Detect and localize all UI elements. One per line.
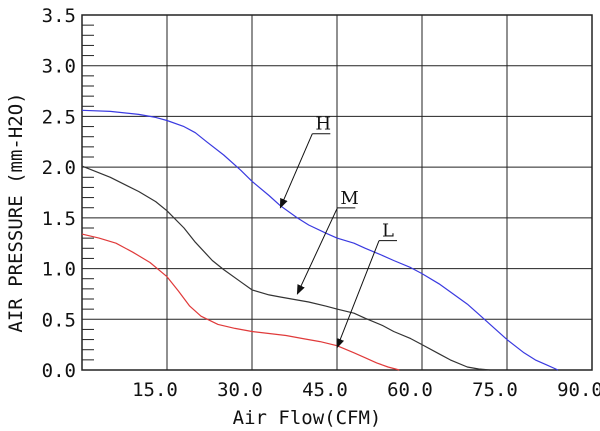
callout-label: M [340, 188, 358, 209]
callout-H: H [279, 114, 331, 209]
x-tick-label: 60.0 [387, 379, 433, 401]
y-tick-label: 3.0 [42, 56, 76, 78]
y-tick-label: 2.5 [42, 106, 76, 128]
x-tick-label: 15.0 [132, 379, 178, 401]
callout-leader [336, 240, 380, 349]
grid [82, 15, 592, 370]
series-layer [81, 109, 559, 371]
y-tick-label: 3.5 [42, 5, 76, 27]
minor-ticks [82, 24, 94, 361]
callout-label: L [382, 221, 394, 242]
y-tick-label: 0.0 [42, 360, 76, 382]
callout-leader [279, 133, 313, 209]
x-tick-label: 30.0 [217, 379, 263, 401]
series-line-L [81, 233, 400, 371]
y-tick-labels: 0.0 0.5 1.0 1.5 2.0 2.5 3.0 3.5 [42, 5, 76, 382]
x-tick-label: 75.0 [472, 379, 518, 401]
x-tick-labels: 15.0 30.0 45.0 60.0 75.0 90.0 [132, 379, 600, 401]
callout-M: M [296, 188, 359, 295]
callout-label: H [315, 114, 331, 135]
callout-L: L [336, 221, 397, 349]
x-tick-label: 45.0 [302, 379, 348, 401]
y-tick-label: 1.0 [42, 259, 76, 281]
y-axis-label: AIR PRESSURE (mm-H2O) [5, 92, 27, 332]
series-line-M [81, 165, 491, 371]
series-line-H [81, 109, 559, 371]
y-tick-label: 2.0 [42, 157, 76, 179]
y-tick-label: 0.5 [42, 309, 76, 331]
y-tick-label: 1.5 [42, 208, 76, 230]
callout-leader [296, 207, 338, 295]
plot-frame [81, 14, 593, 371]
x-tick-label: 90.0 [557, 379, 600, 401]
callout-layer: H M L [279, 114, 397, 349]
x-axis-label: Air Flow(CFM) [233, 407, 382, 429]
